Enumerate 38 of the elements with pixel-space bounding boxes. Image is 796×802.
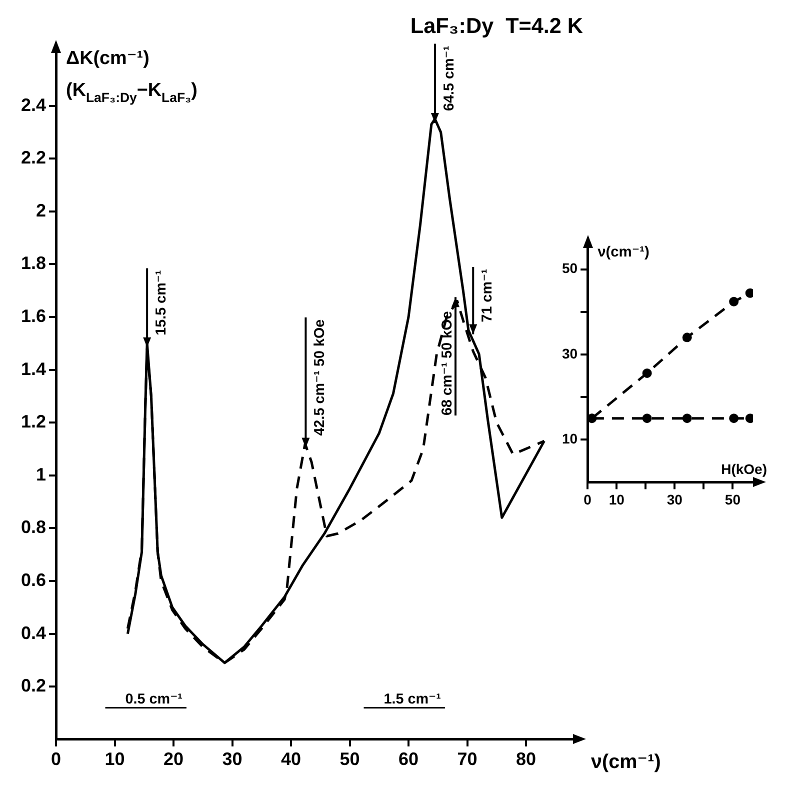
- x-tick-label: 80: [516, 749, 536, 770]
- y-tick-label: 0.8: [20, 517, 46, 538]
- y-axis-title: ν(cm⁻¹): [598, 244, 650, 260]
- annotation: 0.5 cm⁻¹: [125, 692, 183, 708]
- y-tick-label: 2: [36, 200, 46, 220]
- y-tick-label: 50: [562, 260, 578, 276]
- x-tick-label: 40: [280, 749, 302, 770]
- y-tick-label: 2.4: [20, 94, 46, 115]
- x-tick-label: 20: [164, 749, 184, 770]
- x-tick-label: 50: [340, 749, 360, 770]
- y-tick-label: 1: [36, 464, 46, 484]
- y-tick-label: 1.4: [20, 358, 46, 379]
- y-tick-label: 30: [562, 345, 578, 362]
- x-tick-label: 60: [398, 749, 419, 770]
- annotation: 71 cm⁻¹: [480, 268, 496, 322]
- x-axis-title: ν(cm⁻¹): [591, 751, 661, 774]
- y-tick-label: 0.6: [20, 570, 46, 590]
- chart-title: LaF₃:Dy T=4.2 K: [410, 13, 584, 38]
- x-tick-label: 30: [666, 491, 683, 508]
- x-tick-label: 50: [724, 491, 741, 508]
- annotation: 15.5 cm⁻¹: [153, 270, 170, 336]
- x-tick-label: 0: [584, 491, 592, 508]
- y-tick-label: 1.8: [20, 253, 46, 274]
- annotation: 42.5 cm⁻¹ 50 kOe: [312, 319, 328, 436]
- x-tick-label: 70: [457, 749, 478, 770]
- y-tick-label: 10: [562, 430, 578, 446]
- x-tick-label: 10: [608, 491, 625, 508]
- x-axis-title: H(kOe): [721, 461, 768, 478]
- x-tick-label: 30: [222, 749, 242, 770]
- x-tick-label: 10: [104, 749, 125, 770]
- y-tick-label: 1.6: [20, 306, 46, 326]
- y-tick-label: 0.4: [20, 622, 46, 643]
- x-tick-label: 0: [51, 749, 62, 770]
- annotation: 1.5 cm⁻¹: [384, 692, 442, 708]
- y-tick-label: 0.2: [20, 676, 46, 696]
- y-tick-label: 1.2: [20, 412, 46, 432]
- y-tick-label: 2.2: [20, 148, 46, 168]
- annotation: 64.5 cm⁻¹: [441, 46, 458, 111]
